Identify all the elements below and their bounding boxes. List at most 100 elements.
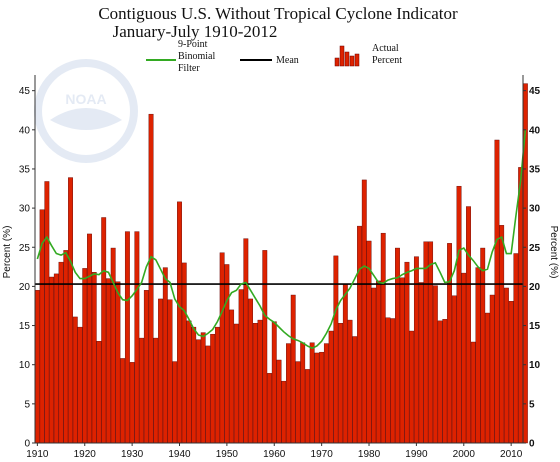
bar-1999 — [456, 185, 462, 444]
y-tick-left-30: 30 — [19, 204, 31, 215]
x-tick-1910: 1910 — [26, 449, 49, 460]
bar-1948 — [214, 326, 220, 444]
x-tick-2010: 2010 — [500, 449, 523, 460]
y-axis-label-left: Percent (%) — [2, 226, 13, 279]
bar-1931 — [134, 231, 140, 444]
chart-title: Contiguous U.S. Without Tropical Cyclone… — [98, 4, 458, 23]
y-tick-right-5: 5 — [529, 399, 535, 410]
bar-1988 — [404, 261, 410, 444]
bar-1927 — [115, 281, 121, 444]
y-axis-label-right: Percent (%) — [548, 226, 559, 279]
bar-1925 — [106, 278, 111, 444]
bar-2009 — [504, 287, 509, 444]
bar-1940 — [177, 201, 182, 444]
bar-1987 — [399, 277, 405, 444]
bar-1954 — [243, 238, 249, 444]
y-tick-right-25: 25 — [529, 243, 541, 254]
bar-1952 — [233, 323, 239, 444]
y-tick-left-40: 40 — [19, 125, 31, 136]
bar-1915 — [58, 261, 64, 444]
bar-1977 — [352, 336, 358, 444]
x-tick-1920: 1920 — [74, 449, 97, 460]
bar-1941 — [181, 262, 187, 444]
bar-1928 — [120, 358, 126, 444]
bar-1916 — [63, 250, 69, 444]
y-tick-right-40: 40 — [529, 125, 541, 136]
bar-1953 — [238, 289, 244, 444]
bar-1961 — [276, 359, 282, 444]
bar-1946 — [205, 345, 211, 444]
bar-1970 — [319, 351, 325, 444]
y-tick-left-25: 25 — [19, 243, 31, 254]
y-tick-left-15: 15 — [19, 321, 31, 332]
y-tick-left-45: 45 — [19, 86, 31, 97]
bar-1969 — [314, 352, 320, 444]
bar-1968 — [309, 342, 315, 444]
bar-2004 — [480, 247, 486, 444]
legend-filter-label-3: Filter — [178, 63, 200, 74]
bar-1942 — [186, 320, 192, 444]
bar-1976 — [347, 319, 353, 444]
bar-1997 — [447, 243, 452, 444]
y-ticks-right: 0 5 10 15 20 25 30 35 40 45 — [523, 86, 541, 450]
x-ticks: 1910 1920 1930 1940 1950 1960 1970 1980 1990 2000… — [26, 443, 523, 460]
bar-2012 — [518, 167, 524, 444]
bar-1930 — [129, 362, 135, 444]
legend: 9-Point Binomial Filter Mean Actual Perc… — [146, 39, 402, 74]
y-tick-right-45: 45 — [529, 86, 541, 97]
legend-filter-label-1: 9-Point — [178, 39, 208, 50]
bar-1985 — [390, 318, 396, 444]
bar-1981 — [371, 287, 377, 444]
y-tick-right-0: 0 — [529, 439, 535, 450]
x-tick-1950: 1950 — [216, 449, 239, 460]
bar-2007 — [494, 139, 500, 444]
bar-1984 — [385, 317, 391, 444]
y-tick-left-20: 20 — [19, 282, 31, 293]
bar-1963 — [286, 343, 291, 444]
legend-actual: Actual Percent — [334, 43, 402, 67]
bar-1958 — [262, 250, 268, 444]
bar-1929 — [124, 231, 130, 444]
x-tick-1940: 1940 — [168, 449, 191, 460]
bar-1960 — [271, 321, 277, 444]
bar-1982 — [376, 280, 381, 444]
bar-1978 — [357, 225, 362, 444]
bar-1944 — [196, 339, 201, 444]
bar-1972 — [328, 330, 334, 444]
legend-mean: Mean — [240, 55, 299, 66]
legend-actual-label-2: Percent — [372, 55, 402, 66]
bar-1945 — [200, 332, 206, 444]
bar-1956 — [252, 323, 258, 444]
bar-1975 — [342, 283, 348, 444]
bar-1992 — [423, 241, 429, 444]
bar-2005 — [485, 312, 490, 444]
y-tick-right-35: 35 — [529, 164, 541, 175]
bar-2002 — [470, 341, 476, 444]
bar-1994 — [432, 285, 438, 444]
legend-actual-label-1: Actual — [372, 43, 399, 54]
y-tick-left-35: 35 — [19, 164, 31, 175]
bar-1951 — [229, 309, 235, 444]
bar-1937 — [162, 267, 168, 444]
x-tick-1960: 1960 — [263, 449, 286, 460]
y-tick-left-5: 5 — [24, 399, 30, 410]
bar-1921 — [87, 233, 92, 444]
bar-1923 — [96, 341, 102, 444]
bar-2001 — [466, 206, 471, 444]
noaa-watermark: NOAA — [34, 59, 138, 163]
x-tick-1930: 1930 — [121, 449, 144, 460]
bar-2011 — [513, 253, 519, 444]
bar-2008 — [499, 225, 505, 444]
bar-1938 — [167, 299, 173, 444]
y-ticks-left: 0 5 10 15 20 25 30 35 40 45 — [19, 86, 35, 450]
bar-1913 — [49, 276, 55, 444]
y-tick-right-10: 10 — [529, 360, 541, 371]
bar-1995 — [437, 320, 443, 444]
bar-1965 — [295, 361, 301, 444]
chart-subtitle: January-July 1910-2012 — [113, 22, 278, 41]
bar-1936 — [158, 298, 163, 444]
bar-1943 — [191, 326, 197, 444]
bar-1983 — [380, 232, 386, 444]
bar-1979 — [361, 179, 367, 444]
